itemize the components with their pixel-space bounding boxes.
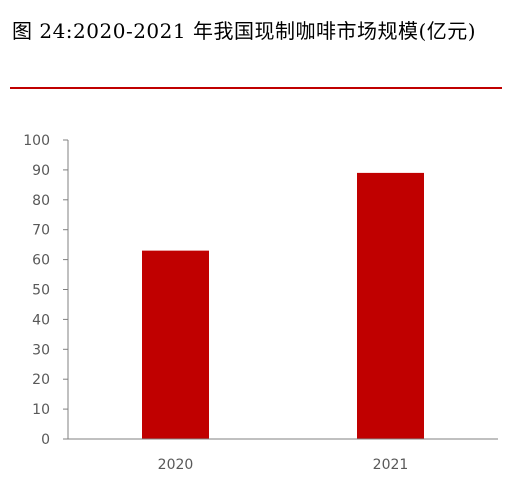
y-tick-label: 0 <box>41 432 50 448</box>
y-tick-label: 90 <box>32 163 50 179</box>
bar-2020 <box>142 250 209 439</box>
y-tick-label: 60 <box>32 253 50 269</box>
y-tick-label: 100 <box>23 133 50 149</box>
y-tick-label: 40 <box>32 312 50 328</box>
y-tick-label: 30 <box>32 342 50 358</box>
bars <box>142 172 424 439</box>
y-tick-label: 50 <box>32 283 50 299</box>
x-tick-label: 2020 <box>158 457 194 473</box>
y-tick-label: 80 <box>32 193 50 209</box>
y-axis: 0 10 20 30 40 50 60 70 80 90 100 <box>23 133 69 448</box>
y-tick-label: 10 <box>32 402 50 418</box>
figure-title: 图 24:2020-2021 年我国现制咖啡市场规模(亿元) <box>12 19 477 43</box>
y-tick-label: 70 <box>32 223 50 239</box>
bar-2021 <box>357 172 424 439</box>
title-underline <box>10 87 502 89</box>
y-tick-label: 20 <box>32 372 50 388</box>
x-axis: 2020 2021 <box>68 438 498 473</box>
x-tick-label: 2021 <box>373 457 409 473</box>
